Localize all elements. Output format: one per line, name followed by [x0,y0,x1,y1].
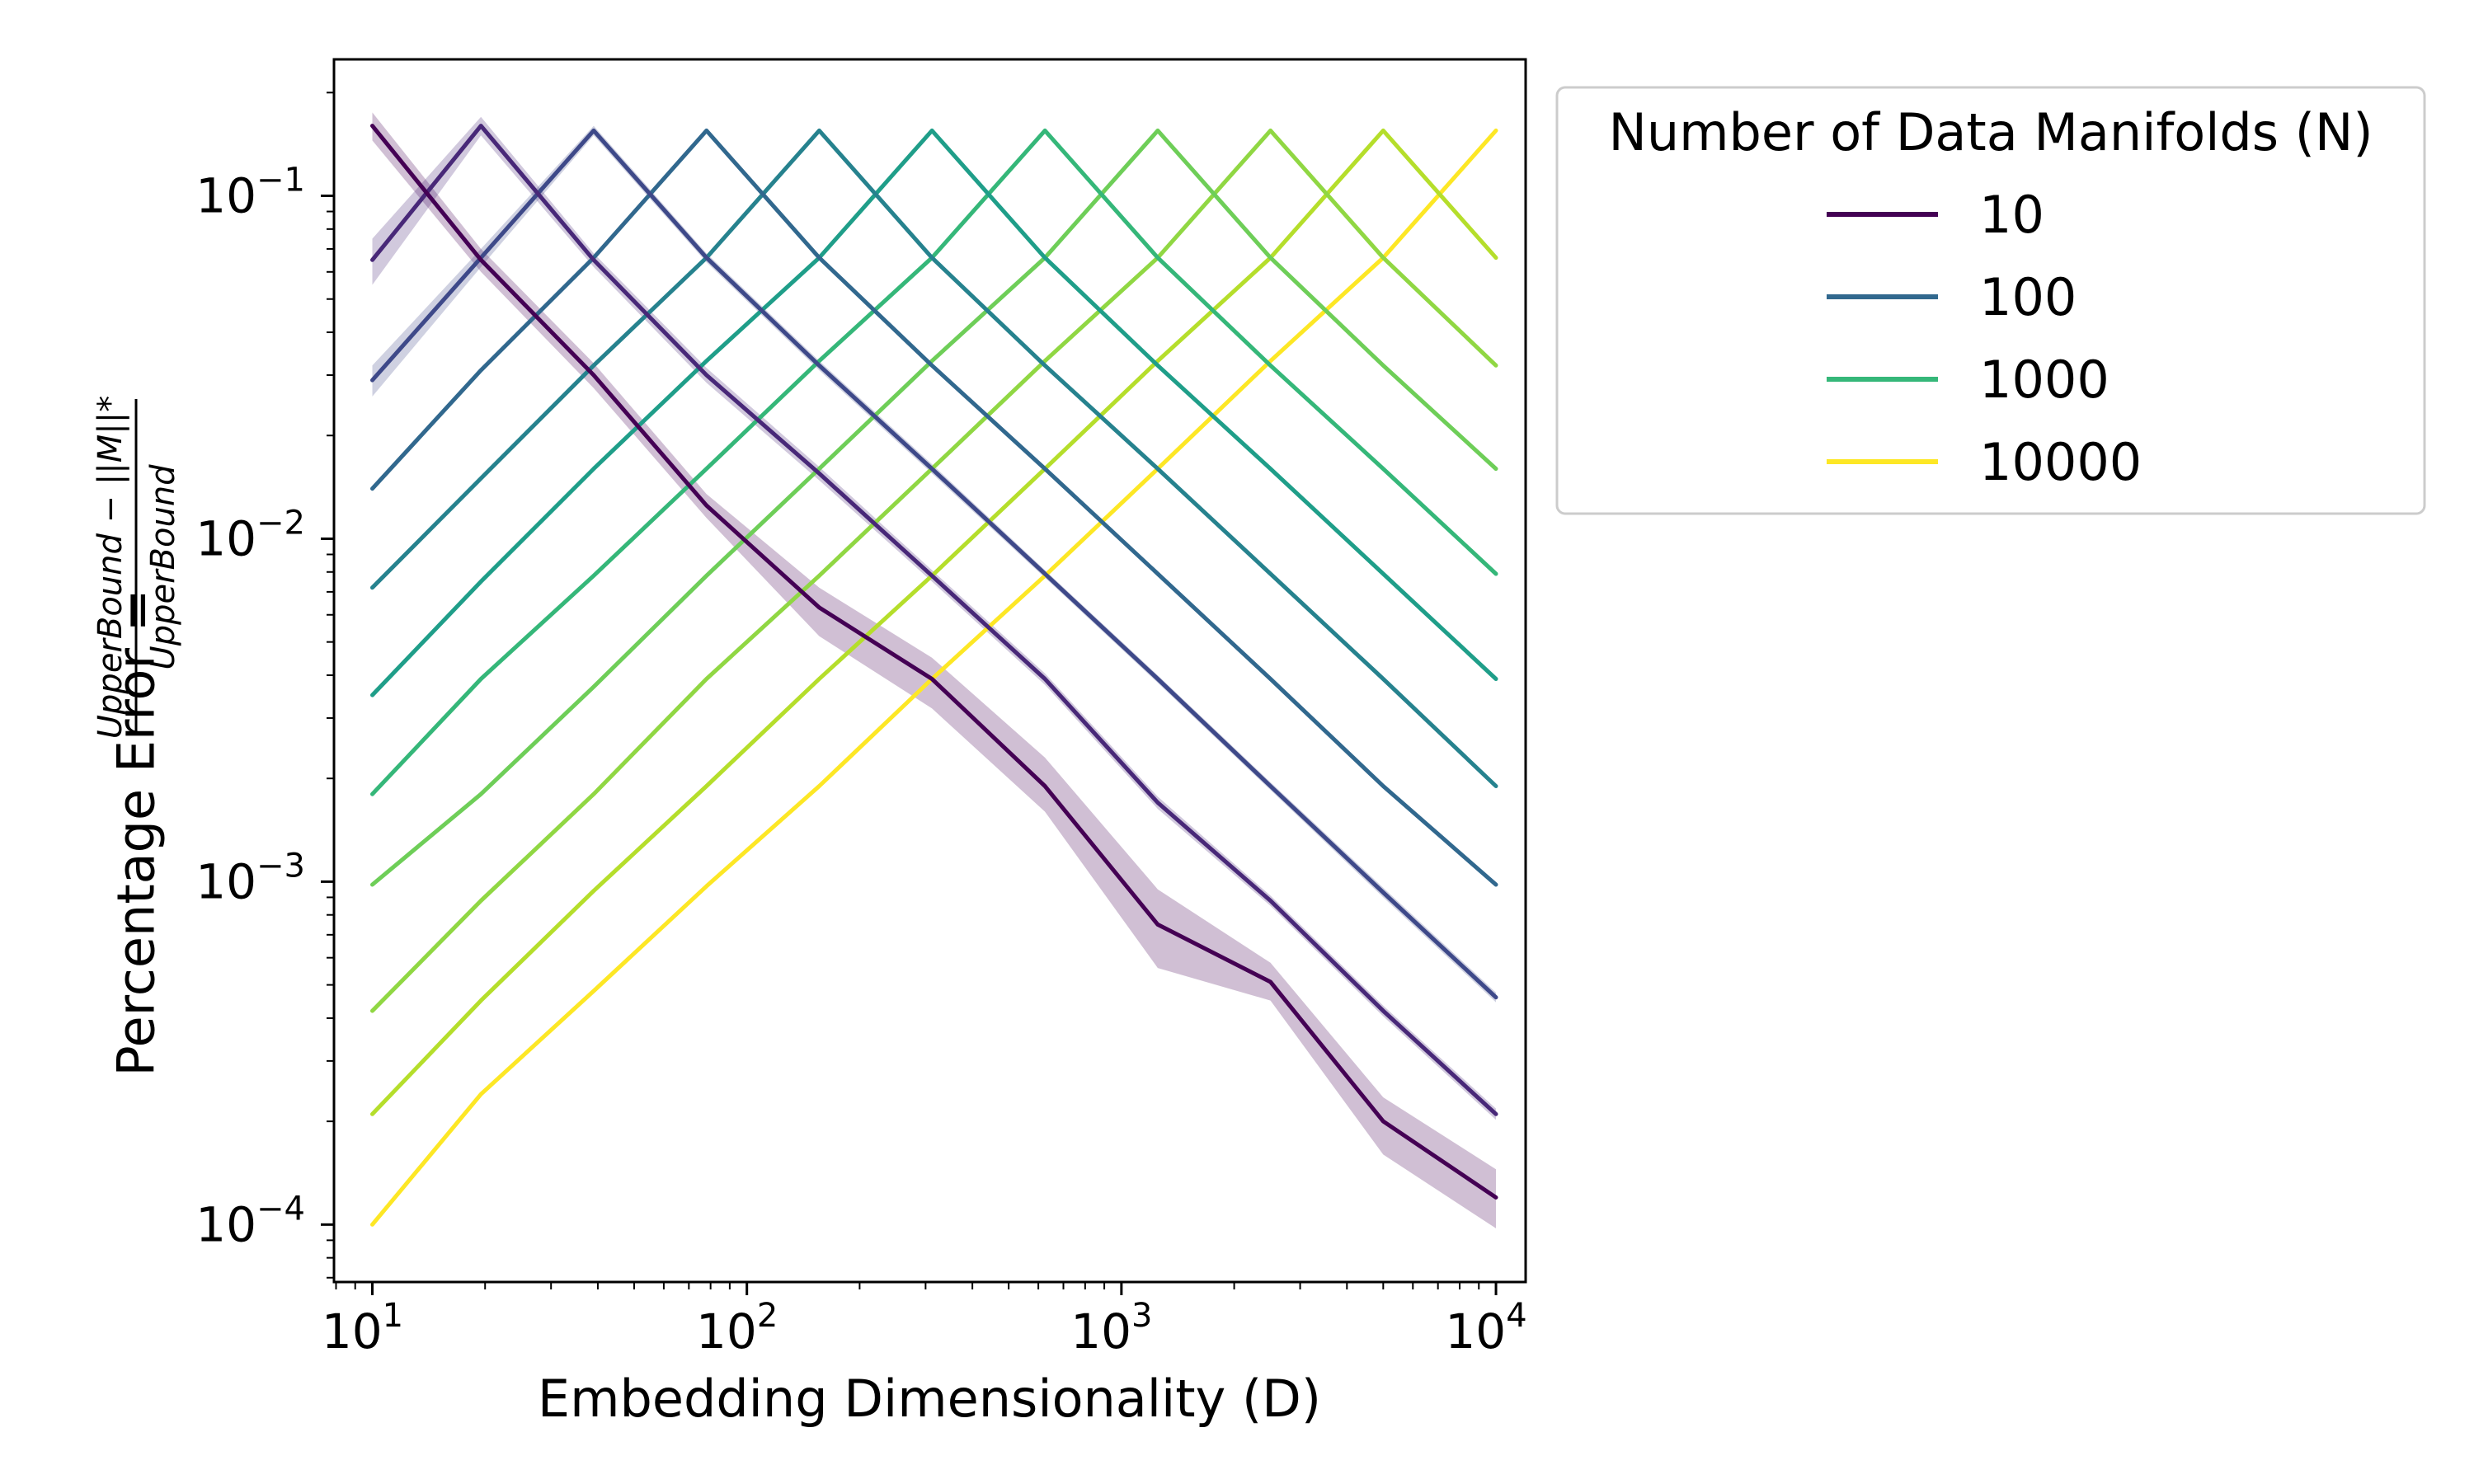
confidence-band-1 [372,112,1496,1228]
x-tick-base: 10 [322,1303,383,1360]
y-tick-base: 10 [195,510,256,566]
y-tick-exponent: −3 [256,847,305,885]
y-tick-exponent: −4 [256,1190,305,1228]
y-axis-label-numerator: UpperBound − ||M||* [92,396,129,739]
x-tick-base: 10 [696,1303,757,1360]
x-tick-exponent: 2 [757,1297,778,1335]
y-tick-base: 10 [195,1196,256,1252]
confidence-bands [372,112,1496,1228]
y-tick-label: 10−2 [195,504,305,566]
y-tick-exponent: −2 [256,504,305,542]
series-lines [370,124,1498,1227]
x-tick-exponent: 1 [383,1297,403,1335]
legend-label: 1000 [1979,350,2109,410]
y-axis: 10−410−310−210−1 [195,92,334,1279]
y-tick-exponent: −1 [256,162,305,200]
series-line-6 [370,128,1498,697]
y-tick-base: 10 [195,853,256,909]
y-tick-label: 10−1 [195,162,305,224]
series-line-5 [370,128,1498,788]
legend-title: Number of Data Manifolds (N) [1608,102,2373,162]
legend-label: 10 [1979,185,2044,245]
series-line-2 [370,124,1498,1116]
series-line-8 [370,128,1498,887]
plot-frame [332,58,1527,1284]
x-tick-exponent: 3 [1131,1297,1152,1335]
x-axis-label: Embedding Dimensionality (D) [538,1369,1321,1429]
x-tick-base: 10 [1445,1303,1506,1360]
x-tick-label: 102 [696,1297,778,1360]
x-tick-exponent: 4 [1506,1297,1526,1335]
legend-label: 10000 [1979,432,2142,492]
legend: Number of Data Manifolds (N) 10100100010… [1555,86,2426,515]
y-tick-label: 10−3 [195,847,305,909]
y-tick-base: 10 [195,168,256,224]
legend-entries: 10 100 1000 10000 [1827,185,2142,492]
x-tick-label: 101 [322,1297,403,1360]
y-axis-label-denominator: UpperBound [144,464,182,670]
x-tick-base: 10 [1070,1303,1131,1360]
series-line-1 [370,124,1498,1200]
legend-box [1555,86,2426,515]
y-axis-label: Percentage Error = UpperBound − ||M||* U… [92,396,182,1077]
x-tick-label: 103 [1070,1297,1152,1360]
confidence-band-2 [372,116,1496,1120]
y-tick-label: 10−4 [195,1190,305,1252]
series-line-4 [370,128,1498,887]
x-axis: 101 102 103 104 [322,1282,1527,1360]
series-line-3 [370,128,1498,1000]
x-tick-label: 104 [1445,1297,1526,1360]
legend-label: 100 [1979,267,2077,327]
